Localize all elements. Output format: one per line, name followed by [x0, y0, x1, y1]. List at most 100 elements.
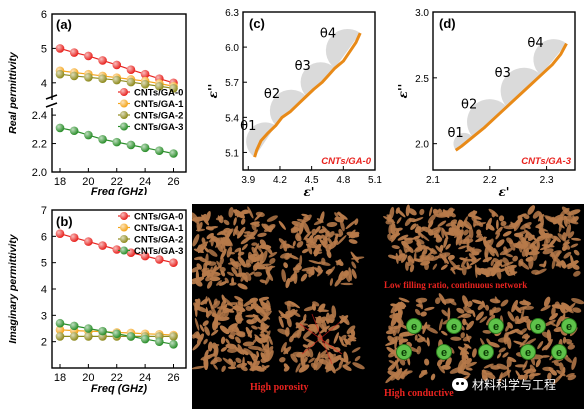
y-tick-label: 2: [41, 337, 47, 349]
foam-sheet: [254, 212, 263, 221]
foam-sheet: [424, 306, 435, 311]
foam-sheet: [234, 247, 242, 253]
foam-sheet: [507, 356, 517, 363]
foam-sheet: [402, 236, 408, 241]
foam-sheet: [504, 264, 517, 270]
foam-sheet: [486, 338, 492, 346]
foam-sheet: [266, 270, 274, 281]
data-point: [126, 332, 136, 341]
foam-sheet: [303, 306, 315, 312]
foam-sheet: [250, 301, 257, 310]
foam-sheet: [524, 338, 537, 346]
foam-sheet: [318, 303, 326, 311]
foam-sheet: [310, 362, 317, 369]
foam-sheet: [570, 243, 579, 248]
foam-sheet: [551, 306, 556, 317]
foam-sheet: [393, 314, 404, 326]
electron-icon: [561, 318, 577, 334]
y-tick-label: 2.5: [415, 74, 429, 85]
foam-sheet: [219, 325, 230, 335]
foam-sheet: [313, 219, 324, 226]
foam-sheet: [420, 311, 427, 317]
foam-sheet: [396, 208, 406, 218]
foam-sheet: [483, 236, 487, 248]
foam-sheet: [460, 332, 465, 339]
foam-sheet: [482, 329, 492, 334]
data-point: [112, 137, 122, 147]
conductive-path: [301, 321, 341, 355]
foam-sheet: [249, 365, 262, 371]
x-tick-label: 26: [167, 176, 179, 188]
y-tick-label: 3: [41, 310, 47, 322]
foam-sheet: [502, 352, 509, 358]
foam-sheet: [268, 251, 278, 258]
foam-sheet: [460, 313, 472, 318]
foam-sheet: [492, 262, 501, 271]
x-tick-label: 2.2: [483, 175, 497, 186]
axis-break-gap: [46, 100, 58, 108]
data-point: [140, 69, 150, 79]
x-tick-label: 20: [82, 372, 94, 384]
data-point: [169, 149, 178, 158]
foam-sheet: [344, 338, 349, 345]
foam-sheet: [495, 232, 501, 240]
foam-sheet: [553, 256, 563, 265]
foam-sheet: [334, 233, 342, 237]
foam-sheet: [329, 278, 334, 286]
foam-sheet: [225, 343, 237, 349]
panel-label-b: (b): [56, 214, 73, 229]
foam-sheet: [548, 321, 557, 327]
y-tick-label: 4: [41, 284, 47, 296]
legend-label: CNTs/GA-1: [134, 99, 184, 110]
foam-sheet: [561, 313, 566, 322]
foam-sheet: [519, 338, 529, 348]
electron-icon: [551, 344, 567, 360]
foam-sheet: [346, 231, 360, 238]
plot-frame: [242, 11, 376, 171]
foam-sheet: [259, 279, 267, 284]
foam-sheet: [514, 230, 528, 237]
foam-sheet: [416, 241, 422, 248]
foam-sheet: [210, 235, 222, 245]
data-point: [126, 77, 136, 87]
foam-sheet: [459, 257, 467, 261]
foam-sheet: [262, 336, 269, 343]
foam-sheet: [543, 232, 550, 239]
foam-sheet: [268, 224, 276, 228]
y-tick-label: 2.0: [32, 167, 47, 179]
foam-sheet: [204, 246, 209, 253]
electron-label: e: [411, 321, 417, 333]
foam-sheet: [515, 370, 522, 379]
foam-sheet: [543, 237, 548, 251]
foam-sheet: [300, 273, 308, 282]
foam-sheet: [523, 214, 530, 220]
foam-sheet: [205, 226, 214, 231]
foam-sheet: [235, 330, 246, 337]
foam-sheet: [256, 350, 260, 358]
foam-sheet: [228, 207, 234, 218]
foam-sheet: [486, 372, 496, 380]
foam-sheet: [410, 223, 417, 231]
foam-sheet: [281, 269, 287, 283]
semicircle-label: θ2: [264, 87, 280, 102]
foam-sheet: [322, 240, 328, 247]
y-axis-label: Imaginary permittivity: [7, 233, 19, 343]
foam-sheet: [473, 216, 477, 228]
relaxation-semicircle: [269, 89, 307, 126]
foam-sheet: [562, 336, 567, 344]
foam-sheet: [397, 320, 402, 334]
foam-sheet: [504, 253, 514, 258]
panel-label: (c): [249, 16, 265, 31]
foam-sheet: [440, 264, 448, 270]
electron-icon: [446, 318, 462, 334]
foam-sheet: [195, 269, 200, 284]
foam-sheet: [524, 223, 531, 230]
foam-sheet: [546, 329, 552, 343]
data-point: [169, 84, 178, 93]
foam-sheet: [214, 238, 226, 248]
legend-label: CNTs/GA-1: [134, 223, 184, 234]
foam-sheet: [414, 308, 421, 316]
foam-sheet: [247, 206, 254, 219]
foam-sheet: [251, 242, 258, 246]
foam-sheet: [563, 251, 572, 259]
